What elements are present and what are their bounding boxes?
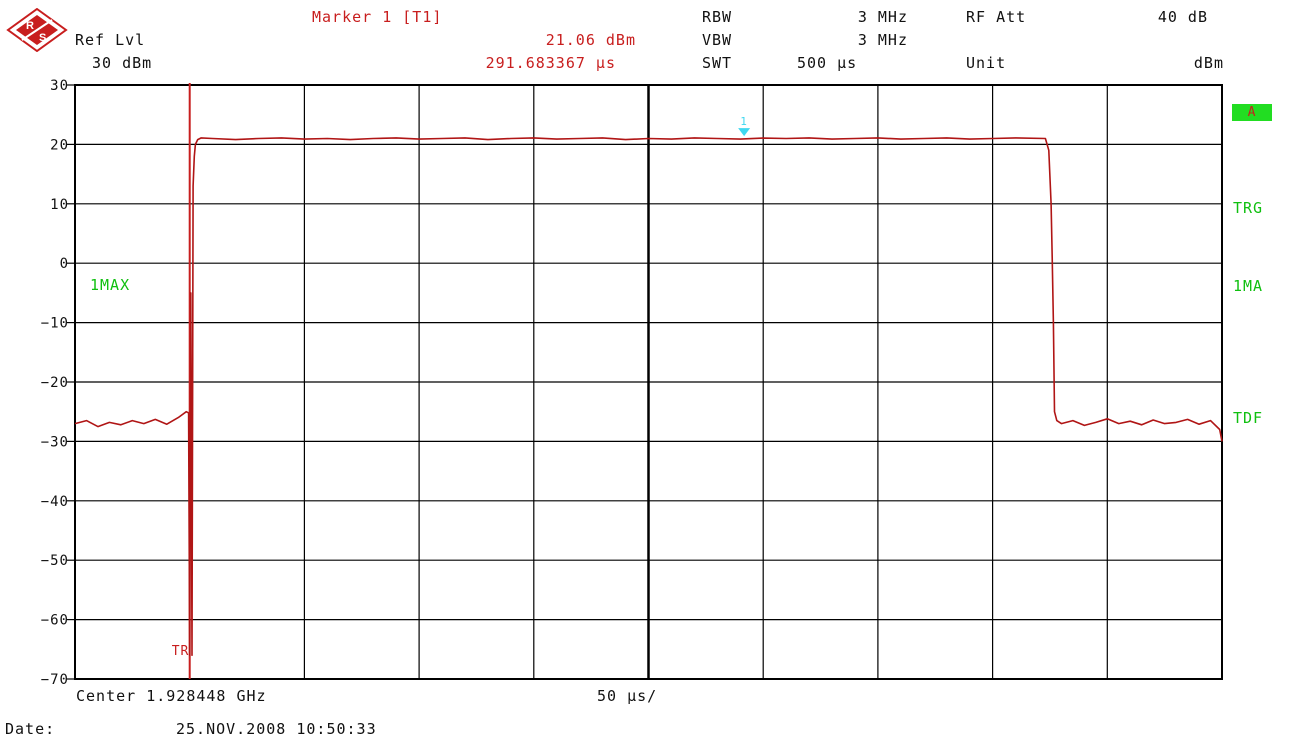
trace-mode-right: 1MA [1233, 277, 1264, 295]
trace-mode-left: 1MAX [90, 276, 131, 294]
time-per-division: 50 µs/ [597, 687, 658, 705]
swt-value: 500 µs [797, 54, 858, 72]
rf-att-value: 40 dB [1157, 8, 1208, 26]
plot-grid [67, 84, 1223, 680]
marker-time: 291.683367 µs [485, 54, 616, 72]
y-tick-label: 0 [60, 256, 69, 272]
trigger-label: TR [172, 644, 190, 659]
vbw-label: VBW [702, 31, 733, 49]
ref-level-label: Ref Lvl [75, 31, 146, 49]
center-frequency: Center 1.928448 GHz [76, 687, 267, 705]
rbw-value: 3 MHz [857, 8, 908, 26]
unit-label: Unit [966, 54, 1007, 72]
trace-line [74, 137, 1223, 657]
trigger-status: TRG [1233, 199, 1264, 217]
transducer-status: TDF [1233, 409, 1264, 427]
svg-text:R: R [26, 20, 35, 32]
y-tick-label: −70 [41, 672, 69, 688]
y-tick-label: 30 [50, 78, 69, 94]
unit-value: dBm [1193, 54, 1224, 72]
y-tick-label: −10 [41, 316, 69, 332]
marker-number: 1 [740, 115, 748, 128]
y-tick-label: −50 [41, 553, 69, 569]
swt-label: SWT [702, 54, 733, 72]
y-tick-label: −60 [41, 613, 69, 629]
y-tick-label: 20 [50, 137, 69, 153]
y-tick-label: −30 [41, 434, 69, 450]
marker-level: 21.06 dBm [545, 31, 636, 49]
rbw-label: RBW [702, 8, 733, 26]
ref-level-value: 30 dBm [92, 54, 153, 72]
marker-triangle [738, 128, 751, 137]
rf-att-label: RF Att [966, 8, 1027, 26]
y-tick-label: −40 [41, 494, 69, 510]
brand-logo: R S [6, 8, 68, 52]
date-value: 25.NOV.2008 10:50:33 [176, 720, 377, 738]
marker-title: Marker 1 [T1] [312, 8, 443, 26]
y-tick-labels: 30 20 10 0 −10 −20 −30 −40 −50 −60 −70 [41, 78, 69, 688]
date-label: Date: [5, 720, 56, 738]
display-a-badge[interactable]: A [1232, 104, 1272, 121]
y-tick-label: 10 [50, 197, 69, 213]
svg-text:S: S [39, 32, 47, 44]
y-tick-label: −20 [41, 375, 69, 391]
vbw-value: 3 MHz [857, 31, 908, 49]
